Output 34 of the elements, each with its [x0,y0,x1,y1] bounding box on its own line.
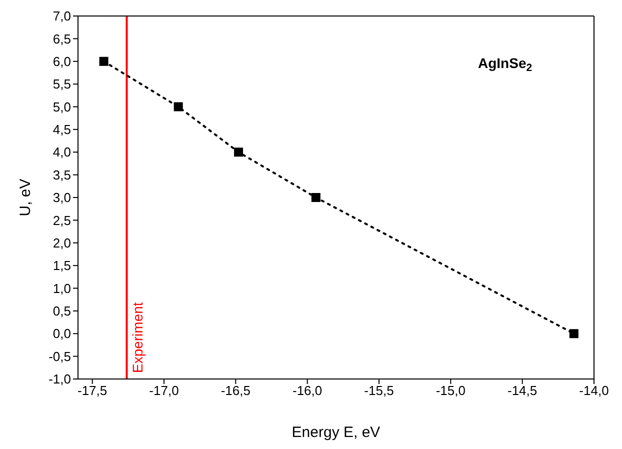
y-tick-label: 6,0 [52,54,71,69]
y-tick-label: 5,0 [52,99,71,114]
point [174,102,183,112]
y-tick-label: 5,5 [52,76,71,92]
point [569,329,578,338]
y-tick-label: 3,0 [52,190,71,206]
y-tick-label: 0,5 [52,304,71,319]
y-tick-label: 3,5 [52,167,71,182]
y-tick-label: -0,5 [48,348,71,364]
y-tick-label: 0,0 [52,326,71,342]
y-tick-label: 4,0 [52,144,71,160]
x-tick-label: -17,5 [78,383,108,398]
point [311,193,320,202]
x-tick-label: -15,5 [364,383,394,398]
x-tick-label: -14,0 [579,383,609,398]
y-tick-label: 6,5 [52,31,71,46]
x-tick-label: -16,5 [220,383,250,398]
x-axis-title: Energy E, eV [292,424,380,441]
y-tick-label: 1,0 [52,280,71,296]
point [234,148,244,157]
annotation: AgInSe$_{2}$ [478,55,532,74]
x-tick-label: -17,0 [149,383,179,398]
ref-line-label: Experiment [130,302,146,373]
x-tick-label: -16,0 [292,383,322,398]
x-tick-label: -15,0 [436,383,466,398]
y-tick-label: 1,5 [52,258,71,274]
y-tick-label: 7,0 [52,8,71,24]
y-tick-label: 2,0 [52,235,71,250]
y-tick-label: 2,5 [52,212,71,228]
y-tick-label: -1,0 [48,372,71,387]
x-tick-label: -14,5 [508,383,538,398]
y-axis-title: U, eV [17,178,34,216]
point [99,56,108,66]
y-tick-label: 4,5 [52,122,71,138]
